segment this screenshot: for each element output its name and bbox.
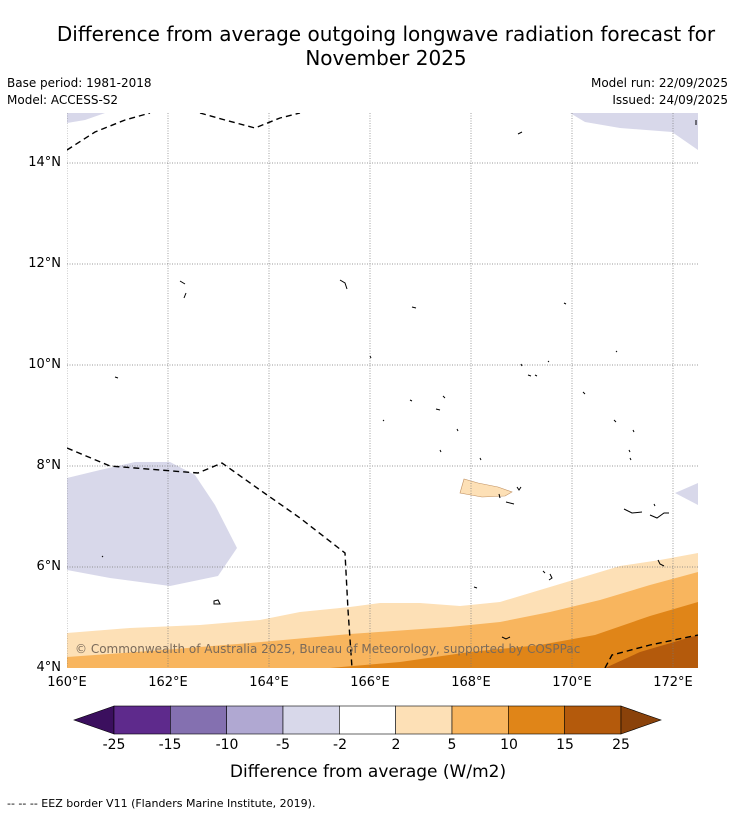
islands	[101, 120, 697, 640]
colorbar-segment-5	[395, 705, 453, 735]
lon-label-164e: 164°E	[249, 675, 289, 690]
colorbar-segment-8	[564, 705, 622, 735]
colorbar-tick-5: 2	[391, 737, 401, 753]
lon-label-160e: 160°E	[47, 675, 87, 690]
lat-label-8n: 8°N	[36, 458, 62, 473]
colorbar-tick-8: 15	[556, 737, 574, 753]
negative-anomaly-east	[675, 483, 698, 505]
title-line-2: November 2025	[305, 46, 467, 70]
model-run: Model run: 22/09/2025	[590, 76, 728, 90]
negative-anomaly-top-right	[570, 113, 698, 150]
colorbar-tick-6: 5	[447, 737, 457, 753]
colorbar-tick-9: 25	[612, 737, 630, 753]
base-period: Base period: 1981-2018	[7, 76, 152, 90]
lat-label-14n: 14°N	[28, 155, 61, 170]
lat-label-10n: 10°N	[28, 357, 61, 372]
chart-title: Difference from average outgoing longwav…	[0, 22, 736, 70]
negative-anomaly-top-left	[67, 113, 105, 123]
colorbar-tick-1: -15	[158, 737, 182, 753]
colorbar-segment-0	[113, 705, 171, 735]
lon-label-170e: 170°E	[552, 675, 592, 690]
colorbar-extend-low	[73, 705, 115, 735]
colorbar-segment-3	[282, 705, 340, 735]
copyright-notice: © Commonwealth of Australia 2025, Bureau…	[75, 642, 581, 656]
lon-label-168e: 168°E	[451, 675, 491, 690]
issued-date: Issued: 24/09/2025	[612, 93, 728, 107]
colorbar-segment-1	[170, 705, 227, 735]
positive-band-10-15	[330, 602, 698, 668]
gridlines	[67, 113, 698, 668]
positive-band-15-25	[605, 635, 698, 668]
colorbar-segment-4	[339, 705, 396, 735]
positive-band-5-10	[67, 572, 698, 668]
lon-label-166e: 166°E	[350, 675, 390, 690]
colorbar-tick-2: -10	[215, 737, 239, 753]
colorbar-tick-4: -2	[333, 737, 347, 753]
eez-legend-note: -- -- -- EEZ border V11 (Flanders Marine…	[7, 797, 316, 810]
lat-label-4n: 4°N	[36, 660, 62, 675]
eez-borders	[67, 113, 698, 668]
lat-label-6n: 6°N	[36, 559, 62, 574]
colorbar-tick-0: -25	[102, 737, 126, 753]
meta-left: Base period: 1981-2018 Model: ACCESS-S2	[7, 75, 152, 109]
colorbar-segment-6	[451, 705, 509, 735]
colorbar-tick-7: 10	[500, 737, 518, 753]
meta-right: Model run: 22/09/2025 Issued: 24/09/2025	[591, 75, 728, 109]
map-fields	[67, 113, 698, 668]
negative-anomaly-west	[67, 462, 237, 586]
model-name: Model: ACCESS-S2	[7, 93, 119, 107]
lat-label-12n: 12°N	[28, 256, 61, 271]
colorbar-tick-3: -5	[276, 737, 290, 753]
lon-label-162e: 162°E	[148, 675, 188, 690]
positive-anomaly-blob	[459, 478, 513, 498]
colorbar-extend-high	[620, 705, 662, 735]
title-line-1: Difference from average outgoing longwav…	[56, 22, 716, 46]
colorbar-segment-2	[226, 705, 284, 735]
colorbar-title: Difference from average (W/m2)	[229, 762, 507, 782]
lon-label-172e: 172°E	[653, 675, 693, 690]
colorbar-segment-7	[508, 705, 565, 735]
